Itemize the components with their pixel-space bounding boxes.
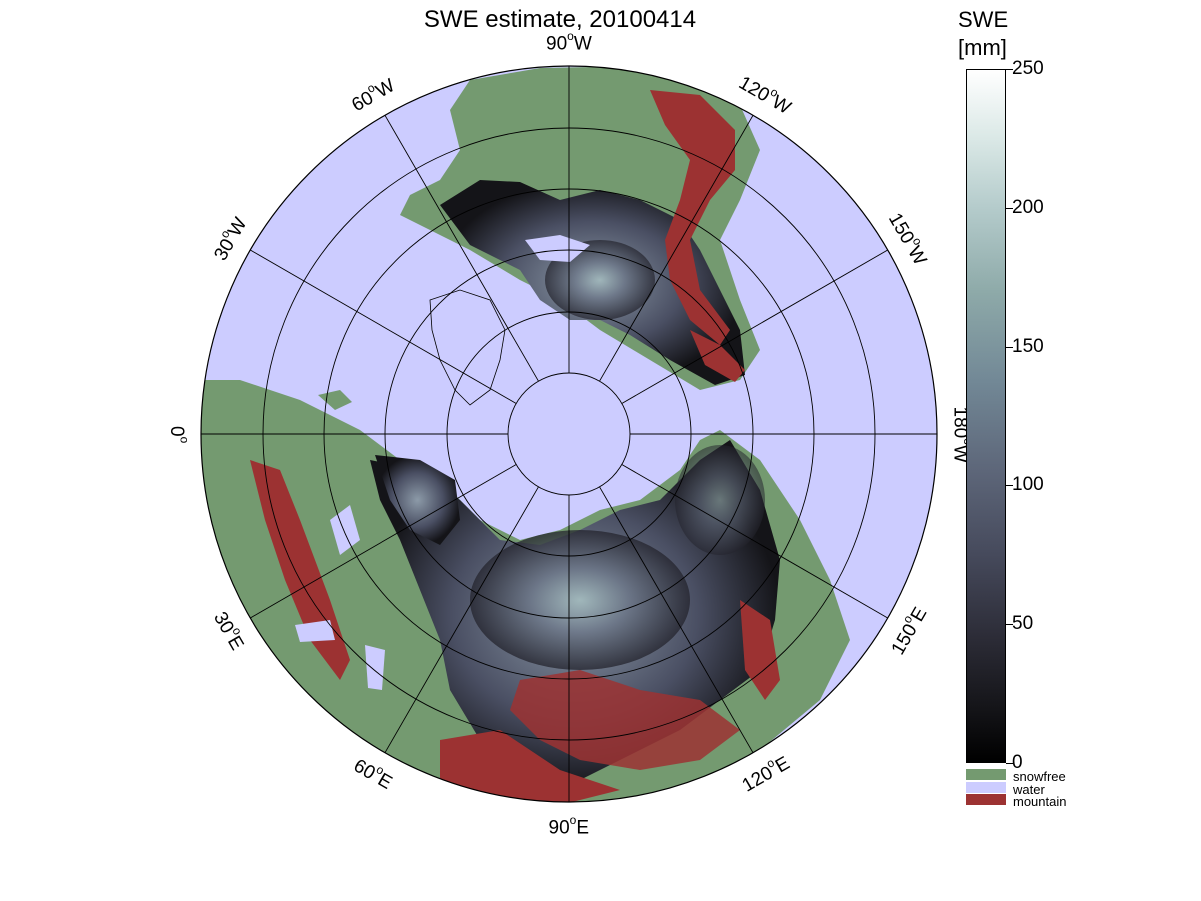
colorbar-title-line2: [mm]: [958, 35, 1007, 60]
mountain-label: mountain: [1013, 794, 1067, 809]
east-asia-mountains: [740, 600, 780, 700]
iceland: [318, 390, 352, 410]
mountain-swatch: [966, 794, 1006, 805]
meridian-line: [250, 464, 517, 619]
colorbar-tick-label: 250: [1012, 58, 1044, 79]
colorbar-tick: [1006, 624, 1013, 626]
colorbar-tick: [1006, 207, 1013, 209]
snowfree-label: snowfree: [1013, 769, 1066, 784]
meridian-line: [599, 115, 754, 382]
longitude-label: 90oW: [546, 28, 592, 54]
graticule: [200, 65, 938, 803]
colorbar: [966, 69, 1006, 763]
colorbar-title-line1: SWE: [958, 7, 1009, 32]
meridian-line: [599, 486, 754, 753]
colorbar-tick: [1006, 69, 1013, 70]
colorbar-title: SWE [mm]: [958, 6, 1008, 62]
colorbar-tick-label: 200: [1012, 196, 1044, 218]
map-title: SWE estimate, 20100414: [423, 6, 697, 33]
water-label: water: [1013, 782, 1045, 797]
meridian-line: [384, 115, 539, 382]
colorbar-tick: [1006, 485, 1013, 487]
meridian-line: [621, 249, 888, 404]
map-layers: [201, 66, 937, 802]
black-sea: [295, 620, 335, 642]
hudson-bay: [525, 235, 590, 262]
colorbar-tick: [1006, 346, 1013, 348]
caspian-sea: [365, 645, 385, 690]
greenland: [429, 289, 506, 406]
central-asia-mountains: [510, 670, 740, 770]
meridian-line: [250, 249, 517, 404]
water-swatch: [966, 782, 1006, 793]
colorbar-tick-label: 150: [1012, 335, 1044, 357]
colorbar-tick-label: 100: [1012, 474, 1044, 496]
meridian-line: [621, 464, 888, 619]
east-siberia-snow-peak: [675, 445, 765, 555]
longitude-label: 90oE: [548, 812, 590, 838]
colorbar-tick-label: 0: [1012, 752, 1023, 773]
meridian-line: [384, 486, 539, 753]
longitude-label: 0o: [165, 425, 191, 443]
scandinavia-snow: [375, 455, 460, 545]
colorbar-tick-label: 50: [1012, 613, 1034, 635]
snowfree-swatch: [966, 769, 1006, 780]
alaska-mountains: [690, 330, 745, 382]
baltic-sea: [330, 505, 360, 555]
colorbar-tick: [1006, 763, 1013, 764]
himalaya-mountains: [440, 730, 620, 802]
siberia-snow-peak: [470, 530, 690, 670]
